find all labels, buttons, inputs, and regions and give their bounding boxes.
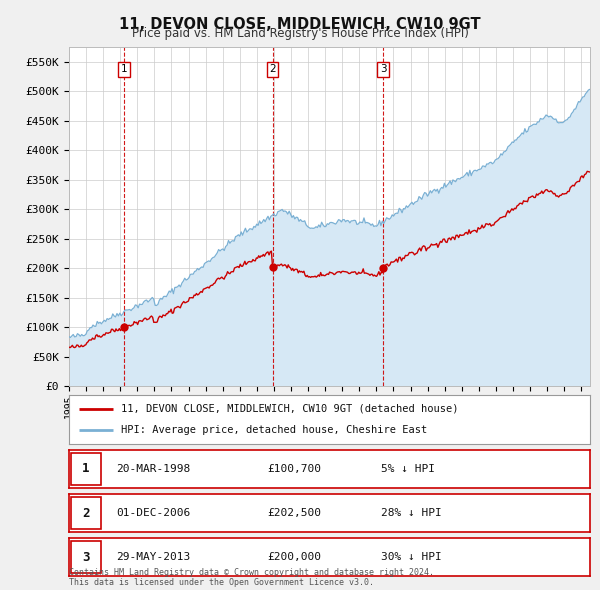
Text: Contains HM Land Registry data © Crown copyright and database right 2024.
This d: Contains HM Land Registry data © Crown c… xyxy=(69,568,434,587)
Text: 11, DEVON CLOSE, MIDDLEWICH, CW10 9GT (detached house): 11, DEVON CLOSE, MIDDLEWICH, CW10 9GT (d… xyxy=(121,404,458,414)
Text: Price paid vs. HM Land Registry's House Price Index (HPI): Price paid vs. HM Land Registry's House … xyxy=(131,27,469,40)
Bar xyxy=(71,497,101,529)
Text: 3: 3 xyxy=(380,64,386,74)
Text: HPI: Average price, detached house, Cheshire East: HPI: Average price, detached house, Ches… xyxy=(121,425,427,435)
Text: 2: 2 xyxy=(82,506,89,520)
Text: 11, DEVON CLOSE, MIDDLEWICH, CW10 9GT: 11, DEVON CLOSE, MIDDLEWICH, CW10 9GT xyxy=(119,17,481,31)
Text: £200,000: £200,000 xyxy=(267,552,321,562)
Text: 20-MAR-1998: 20-MAR-1998 xyxy=(116,464,190,474)
Text: 01-DEC-2006: 01-DEC-2006 xyxy=(116,508,190,518)
Text: 28% ↓ HPI: 28% ↓ HPI xyxy=(382,508,442,518)
Text: £100,700: £100,700 xyxy=(267,464,321,474)
Text: 5% ↓ HPI: 5% ↓ HPI xyxy=(382,464,436,474)
Text: 3: 3 xyxy=(82,550,89,564)
Bar xyxy=(71,541,101,573)
Bar xyxy=(71,453,101,485)
Text: 1: 1 xyxy=(82,462,89,476)
Text: 1: 1 xyxy=(121,64,127,74)
Text: £202,500: £202,500 xyxy=(267,508,321,518)
Text: 2: 2 xyxy=(269,64,276,74)
Text: 29-MAY-2013: 29-MAY-2013 xyxy=(116,552,190,562)
Text: 30% ↓ HPI: 30% ↓ HPI xyxy=(382,552,442,562)
